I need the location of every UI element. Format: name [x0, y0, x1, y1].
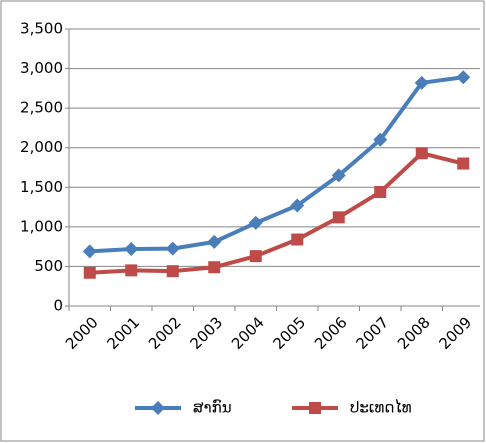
y-tick-label: 2,500	[20, 99, 63, 117]
point	[207, 234, 222, 249]
point	[331, 168, 346, 183]
y-tick-label: 2,000	[20, 138, 63, 156]
legend-marker	[151, 401, 165, 415]
point	[124, 242, 139, 257]
point	[415, 147, 428, 160]
point	[166, 265, 179, 278]
point	[248, 215, 263, 230]
legend-label: ສາກົນ	[193, 398, 232, 417]
point	[373, 132, 388, 147]
series-line	[89, 151, 464, 275]
point	[456, 70, 471, 85]
legend-marker	[309, 402, 321, 414]
point	[208, 261, 221, 274]
point	[125, 264, 138, 277]
legend-label: ປະເທດໄທ	[350, 398, 412, 417]
y-tick-label: 3,500	[20, 20, 63, 38]
y-tick-label: 500	[34, 257, 63, 275]
y-tick-label: 3,000	[20, 59, 63, 77]
series-line	[89, 75, 464, 254]
point	[82, 244, 97, 259]
point	[290, 198, 305, 213]
point	[457, 157, 470, 170]
y-tick-label: 1,000	[20, 217, 63, 235]
point	[249, 250, 262, 263]
point	[414, 75, 429, 90]
point	[291, 233, 304, 246]
point	[165, 241, 180, 256]
point	[83, 266, 96, 279]
y-tick-label: 0	[53, 297, 63, 315]
point	[332, 211, 345, 224]
y-tick-label: 1,500	[20, 178, 63, 196]
point	[374, 186, 387, 199]
